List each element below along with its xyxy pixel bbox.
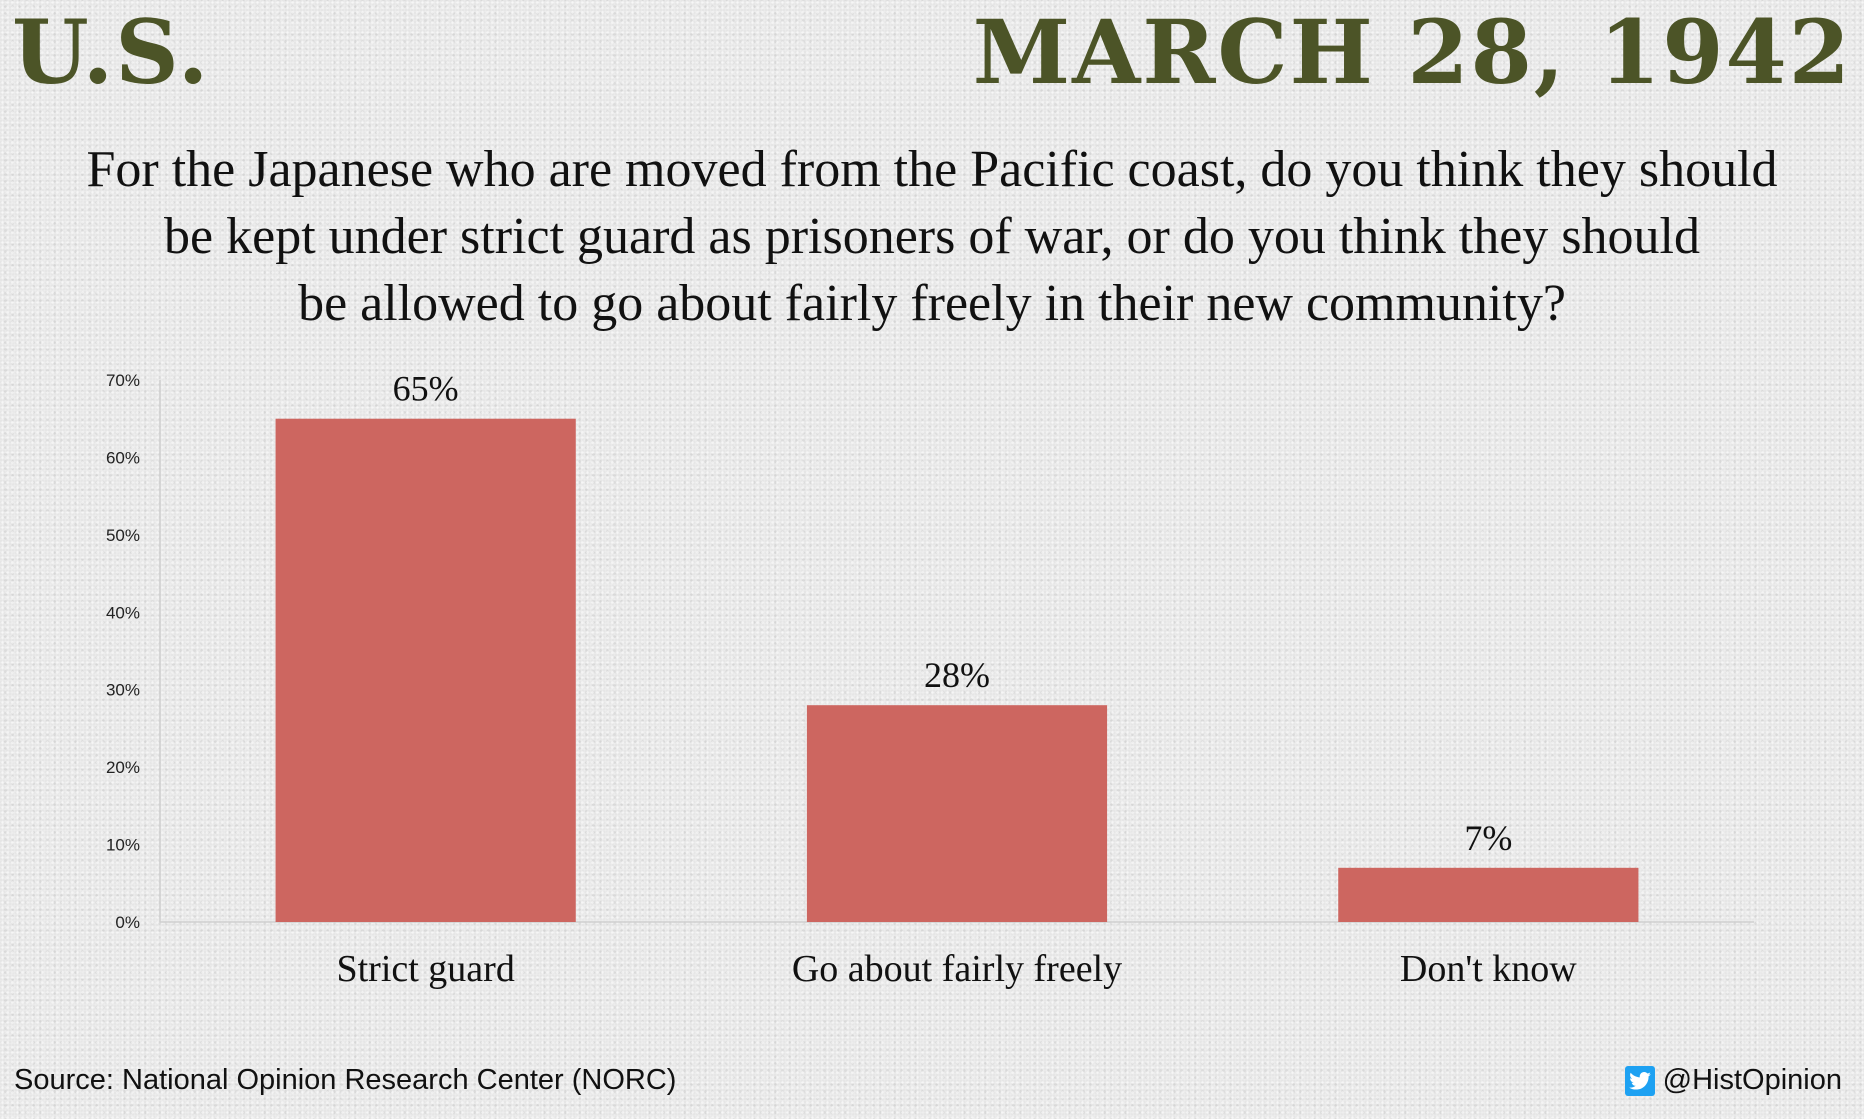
y-tick-label: 30%	[106, 681, 140, 700]
date-title: MARCH 28, 1942	[972, 0, 1852, 104]
category-label: Strict guard	[336, 948, 514, 990]
question-text: For the Japanese who are moved from the …	[0, 136, 1864, 337]
category-label: Go about fairly freely	[792, 948, 1122, 990]
y-tick-label: 50%	[106, 526, 140, 545]
bar	[806, 705, 1108, 922]
data-label: 65%	[393, 369, 459, 409]
y-tick-label: 10%	[106, 836, 140, 855]
source-note: Source: National Opinion Research Center…	[14, 1064, 677, 1096]
y-tick-label: 20%	[106, 758, 140, 777]
country-title: U.S.	[12, 0, 211, 104]
bar	[1338, 867, 1639, 922]
y-tick-label: 70%	[106, 371, 140, 390]
twitter-handle[interactable]: @HistOpinion	[1624, 1064, 1842, 1097]
bar-chart: 0% 10% 20% 30% 40% 50% 60% 70% 65% Strict guard 28…	[106, 369, 1754, 990]
data-label: 7%	[1464, 818, 1512, 858]
question-line: For the Japanese who are moved from the …	[86, 141, 1778, 198]
data-label: 28%	[924, 655, 990, 695]
category-label: Don't know	[1400, 948, 1577, 990]
question-line: be kept under strict guard as prisoners …	[164, 208, 1700, 265]
question-line: be allowed to go about fairly freely in …	[298, 275, 1566, 332]
y-tick-label: 40%	[106, 603, 140, 622]
y-tick-label: 0%	[115, 913, 140, 932]
bar	[275, 418, 576, 922]
handle-text: @HistOpinion	[1662, 1064, 1842, 1096]
y-tick-label: 60%	[106, 448, 140, 467]
twitter-icon	[1624, 1065, 1655, 1096]
